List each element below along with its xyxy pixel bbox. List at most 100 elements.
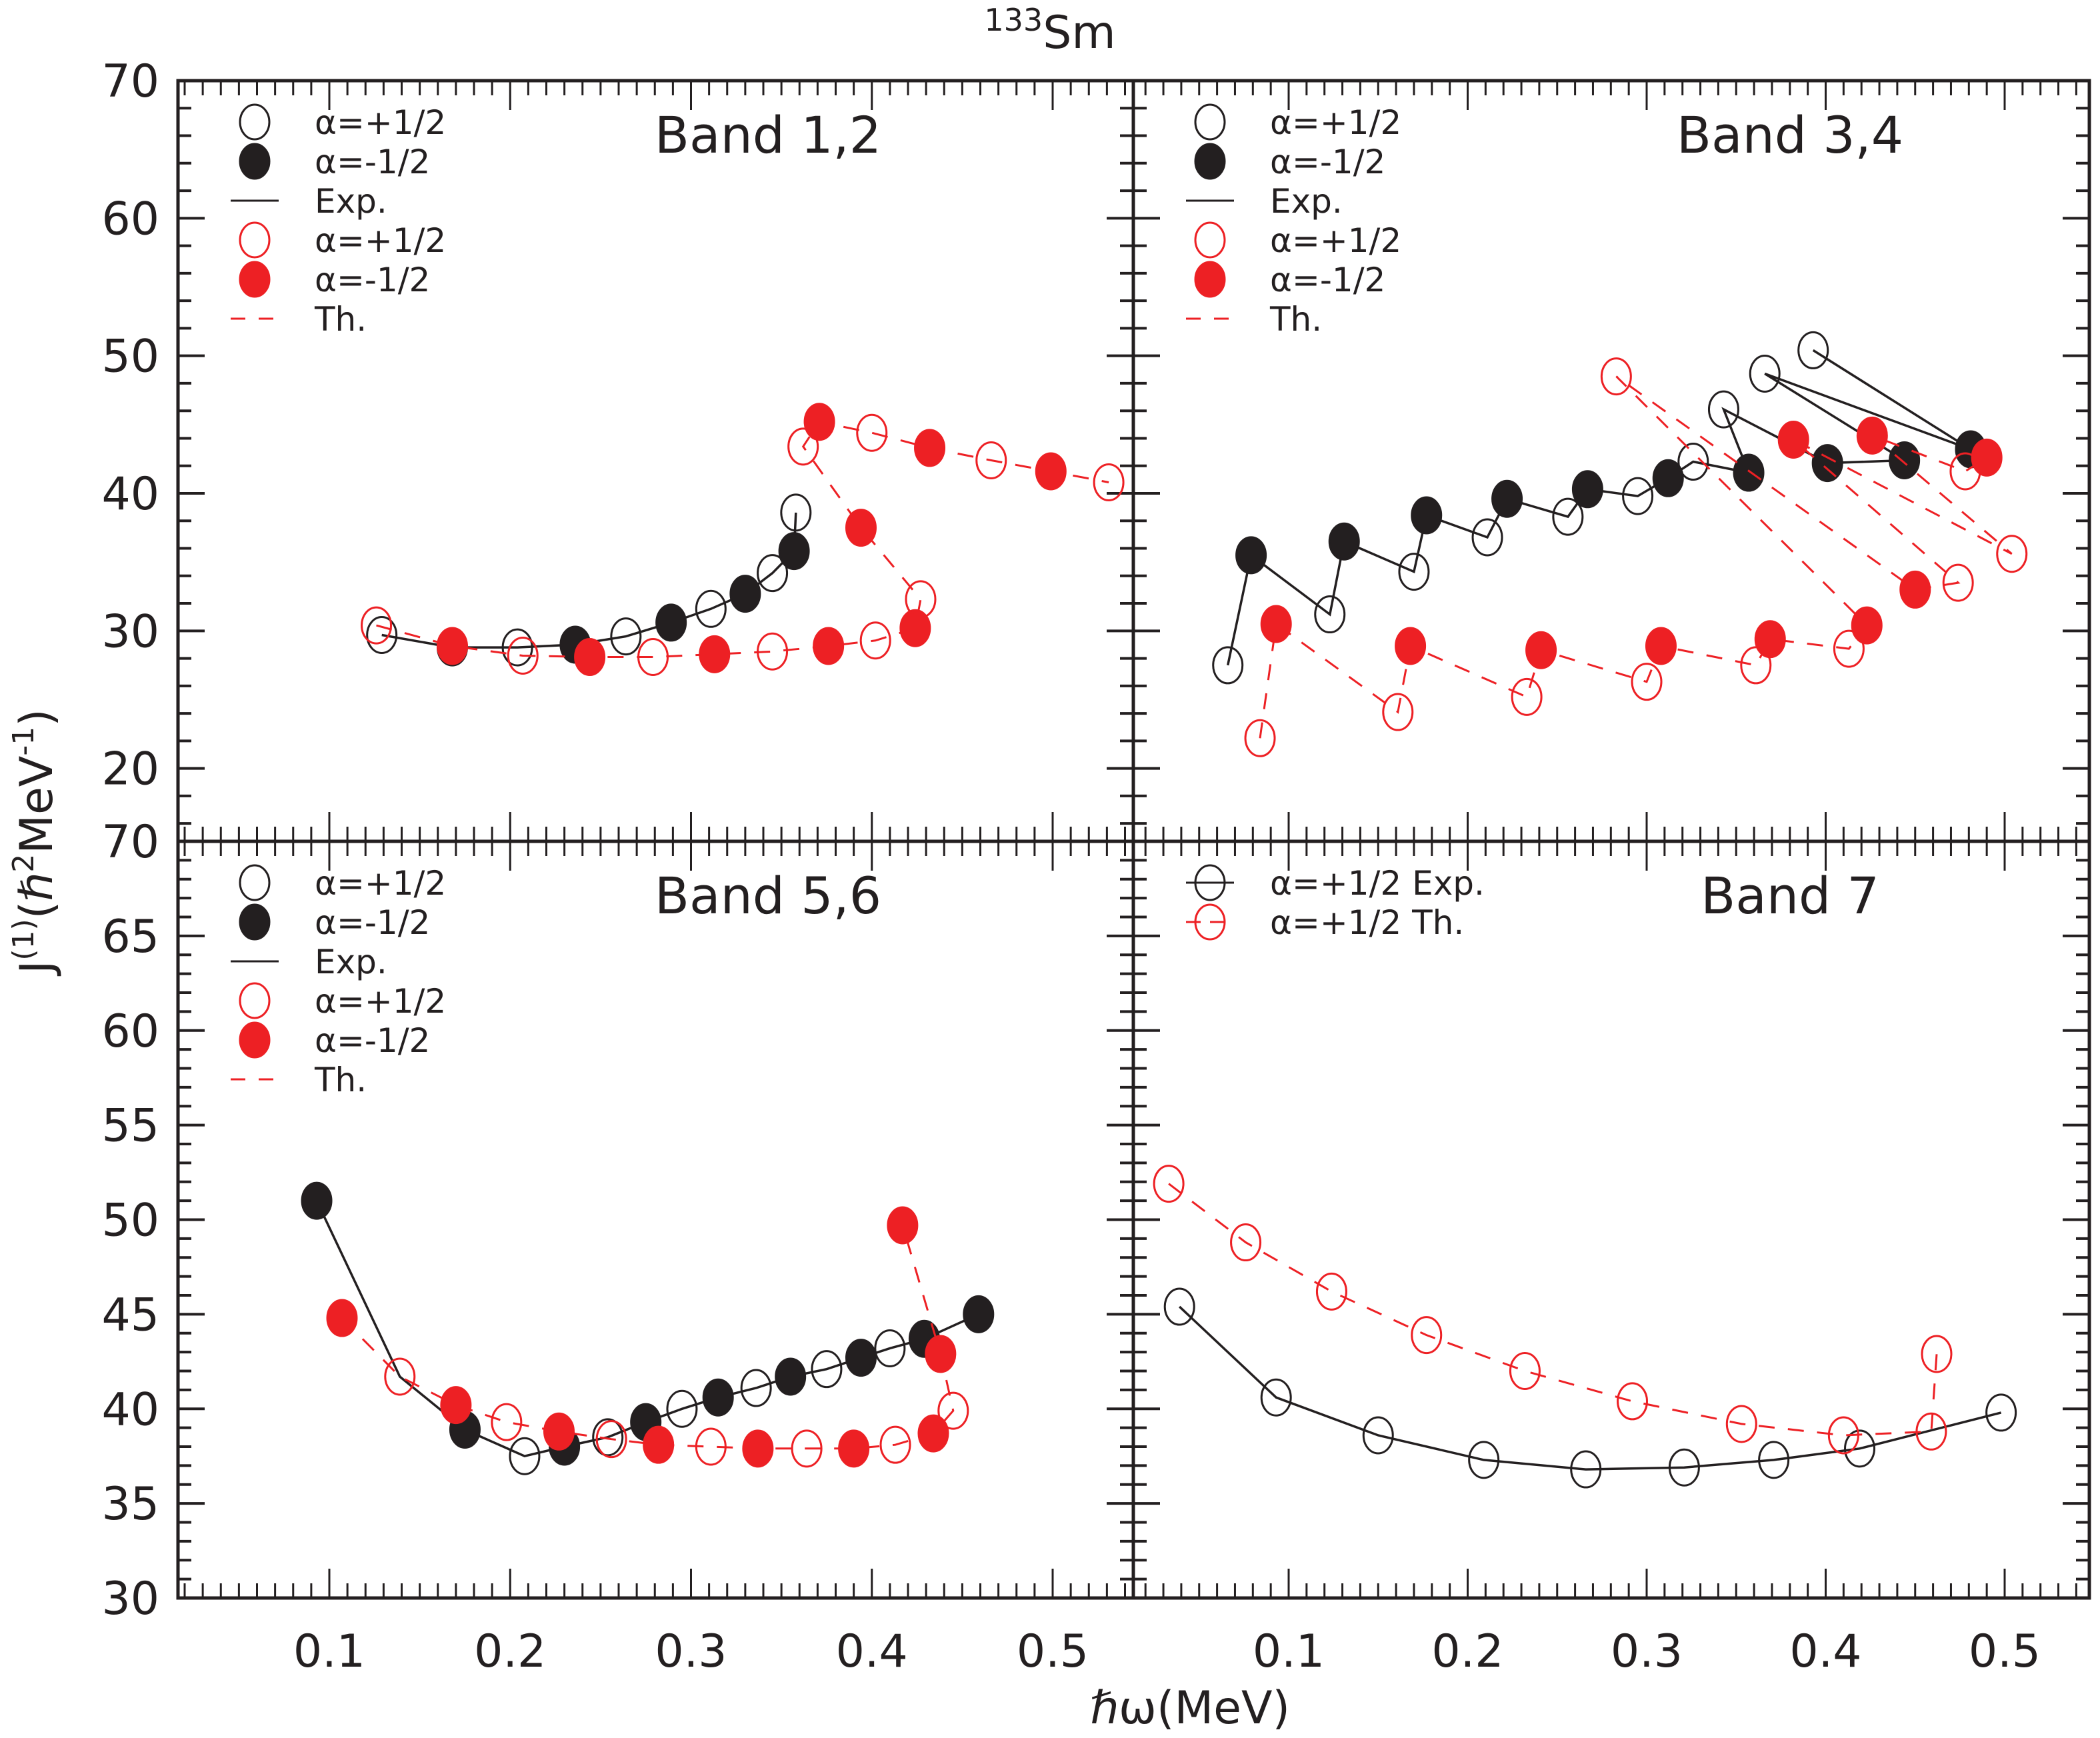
data-point-filled: [1411, 496, 1443, 535]
title-element: Sm: [1043, 7, 1115, 59]
legend-label: Exp.: [1270, 182, 1343, 221]
legend: α=+1/2 Exp.α=+1/2 Th.: [1186, 864, 1485, 942]
data-point-open: [905, 580, 937, 619]
ylabel-sup3: -1: [7, 727, 41, 756]
data-point-filled: [1777, 421, 1809, 459]
data-point-filled: [643, 1425, 675, 1464]
data-point-open: [610, 617, 642, 656]
data-point-open: [1915, 1412, 1947, 1451]
plot-frame: [1131, 839, 2091, 1600]
data-point-open: [1382, 693, 1414, 731]
legend-label: Exp.: [315, 182, 387, 221]
data-point-filled: [845, 1339, 877, 1377]
legend-label: α=-1/2: [315, 261, 430, 299]
y-tick-label: 30: [101, 1573, 159, 1625]
series-line: [1179, 1305, 2002, 1471]
x-tick-label: 0.4: [836, 1625, 908, 1678]
data-point-open: [1411, 1316, 1443, 1355]
filled-circle-marker-icon: [239, 1021, 271, 1059]
data-point-filled: [845, 509, 877, 547]
x-tick-label: 0.2: [474, 1625, 546, 1678]
y-tick-label: 45: [101, 1289, 159, 1341]
svg-text:J(1)(ℏ2MeV-1): J(1)(ℏ2MeV-1): [7, 709, 63, 976]
legend-item: α=-1/2: [239, 1021, 430, 1060]
data-point-filled: [925, 1335, 957, 1373]
data-point-filled: [1889, 441, 1921, 479]
legend-item: Th.: [231, 300, 367, 339]
series-line: [1259, 375, 2013, 739]
data-point-filled: [574, 638, 606, 677]
legend-label: α=+1/2: [315, 864, 446, 903]
data-point-open: [1921, 1335, 1953, 1373]
data-point-open: [1707, 390, 1739, 429]
ylabel-unit-close: ): [11, 709, 63, 727]
legend-item: α=-1/2: [239, 903, 430, 942]
legend-label: α=-1/2: [315, 1021, 430, 1060]
series-line: [376, 421, 1109, 658]
x-tick-label: 0.3: [1611, 1625, 1683, 1678]
data-point-filled: [1260, 605, 1292, 643]
data-point-open: [1244, 719, 1276, 757]
data-point-open: [361, 606, 393, 645]
open-circle-marker-icon: [1194, 221, 1226, 259]
svg-text:133Sm: 133Sm: [984, 2, 1115, 59]
x-tick-label: 0.3: [655, 1625, 727, 1678]
data-point-open: [757, 554, 789, 593]
data-point-open: [1093, 463, 1125, 501]
legend-item: α=+1/2: [239, 103, 446, 142]
data-point-open: [1600, 357, 1632, 396]
figure-title: 133Sm: [984, 2, 1115, 59]
y-tick-label: 35: [101, 1478, 159, 1531]
data-point-filled: [963, 1295, 995, 1333]
data-point-open: [874, 1329, 906, 1367]
data-point-open: [595, 1420, 627, 1459]
data-point-open: [1740, 646, 1772, 685]
data-point-open: [811, 1350, 843, 1389]
filled-circle-marker-icon: [239, 903, 271, 941]
data-point-filled: [1899, 570, 1931, 609]
legend-item: Exp.: [231, 182, 387, 221]
data-point-filled: [914, 429, 946, 467]
data-point-open: [1398, 553, 1430, 591]
data-point-filled: [1754, 620, 1786, 659]
open-circle-marker-icon: [1194, 864, 1226, 901]
data-point-open: [1725, 1405, 1757, 1443]
legend-label: α=-1/2: [1270, 143, 1385, 181]
data-point-open: [1985, 1393, 2017, 1432]
data-point-filled: [1733, 453, 1765, 492]
legend-label: α=-1/2: [315, 143, 430, 181]
data-point-filled: [887, 1206, 919, 1245]
data-point-filled: [1235, 536, 1267, 575]
data-point-filled: [655, 603, 687, 642]
open-circle-marker-icon: [239, 221, 271, 259]
y-tick-label: 50: [101, 331, 159, 383]
legend-label: α=+1/2: [315, 221, 446, 260]
y-tick-label: 40: [101, 468, 159, 521]
data-point-open: [1468, 1441, 1500, 1479]
data-point-open: [1511, 677, 1543, 716]
data-point-filled: [699, 635, 731, 673]
data-point-open: [937, 1391, 969, 1430]
legend-label: α=+1/2: [315, 103, 446, 142]
title-mass-number: 133: [984, 2, 1043, 38]
legend-label: α=-1/2: [315, 903, 430, 942]
data-point-open: [740, 1369, 772, 1407]
data-point-filled: [742, 1429, 774, 1468]
data-point-open: [1833, 629, 1865, 668]
x-ticks: [183, 81, 1126, 841]
data-point-open: [507, 636, 539, 675]
data-point-open: [1509, 1352, 1541, 1390]
legend-item: α=-1/2: [1194, 143, 1385, 181]
data-point-filled: [1811, 444, 1843, 483]
legend-item: Exp.: [231, 943, 387, 981]
data-point-open: [1471, 518, 1503, 557]
series--1-2-exp-: [1163, 1287, 2017, 1489]
data-point-open: [780, 493, 812, 532]
legend-item: Exp.: [1186, 182, 1343, 221]
data-point-open: [1617, 1382, 1649, 1421]
panel-title: Band 1,2: [655, 105, 881, 165]
legend-item: α=+1/2: [239, 221, 446, 260]
